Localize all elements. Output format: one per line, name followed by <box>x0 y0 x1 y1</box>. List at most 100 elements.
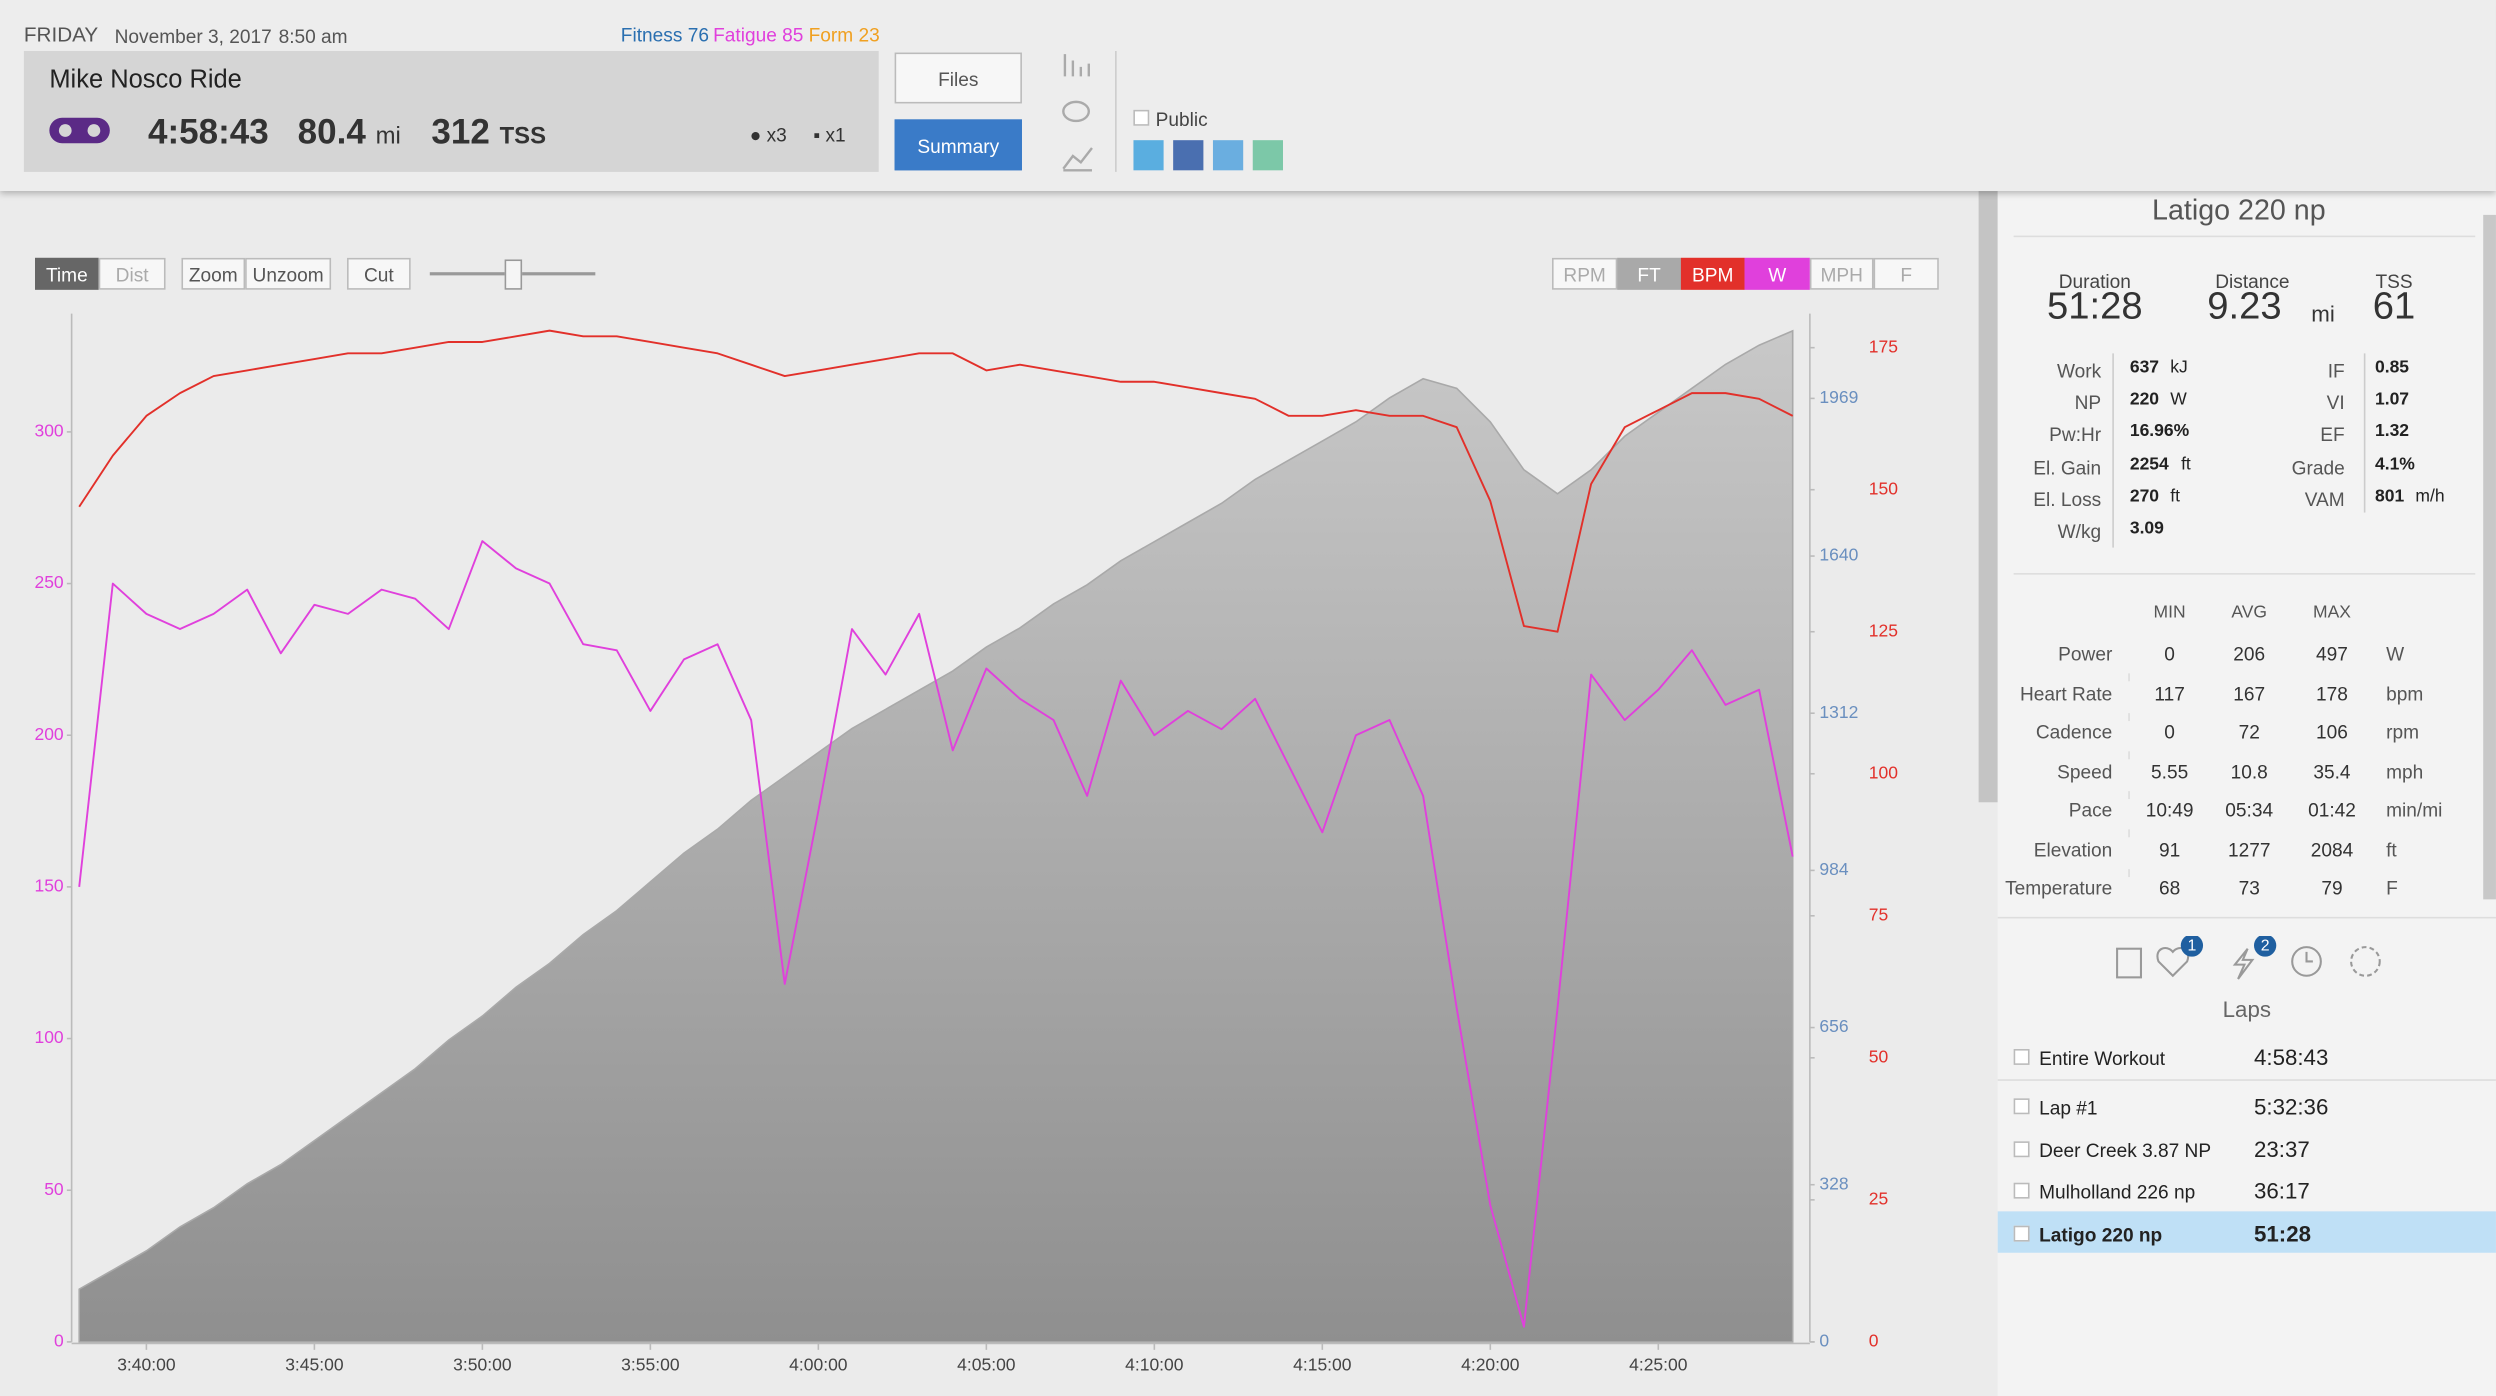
metric-label: IF <box>2327 359 2345 383</box>
metric-label: EF <box>2320 424 2345 447</box>
badge: 2 <box>2261 938 2270 955</box>
lap-checkbox[interactable] <box>2013 1098 2030 1115</box>
chart: 0501001502002503000328656984131216401969… <box>34 313 1898 1374</box>
lap-checkbox[interactable] <box>2013 1141 2030 1158</box>
distance-unit: mi <box>375 122 401 150</box>
lap-time[interactable]: 36:17 <box>2253 1177 2310 1204</box>
metric-value: 2254 <box>2129 454 2169 474</box>
fitness: Fitness 76 <box>621 24 709 46</box>
cut-button[interactable]: Cut <box>347 257 411 290</box>
share-icons[interactable] <box>1133 140 1284 172</box>
ride-title: Mike Nosco Ride <box>49 66 242 94</box>
rpm-button[interactable]: RPM <box>1552 257 1618 290</box>
metric-value: 3.09 <box>2129 518 2164 539</box>
range-label: Cadence <box>2035 721 2113 744</box>
range-unit: rpm <box>2386 721 2420 744</box>
metric-value: 1.07 <box>2374 390 2410 410</box>
mph-button[interactable]: MPH <box>1809 257 1874 290</box>
divider <box>2013 573 2476 575</box>
range-unit: bpm <box>2386 682 2424 705</box>
bpm-button[interactable]: BPM <box>1680 257 1745 290</box>
lap-name[interactable]: Lap #1 <box>2039 1096 2098 1120</box>
time: 8:50 am <box>278 25 348 48</box>
fatigue: Fatigue 85 <box>713 24 803 46</box>
row-divider <box>2128 868 2130 877</box>
public-checkbox[interactable] <box>1133 109 1150 126</box>
files-button[interactable]: Files <box>894 52 1022 104</box>
metric-label: NP <box>2074 391 2102 415</box>
divider <box>1997 916 2496 919</box>
x-tick-label: 3:50:00 <box>453 1354 512 1374</box>
lap-row[interactable] <box>1998 1168 2496 1209</box>
lap-checkbox[interactable] <box>2013 1182 2030 1199</box>
likes[interactable]: ● x3 <box>749 124 787 147</box>
laps-title: Laps <box>2222 996 2271 1022</box>
metric-value: 801 <box>2374 486 2405 506</box>
y-tick-label: 100 <box>1869 762 1898 782</box>
series-line <box>78 329 1794 633</box>
slider-handle[interactable] <box>504 259 523 290</box>
x-tick-label: 4:25:00 <box>1629 1354 1688 1374</box>
lap-time[interactable]: 5:32:36 <box>2253 1093 2329 1120</box>
form-value: 23 <box>858 23 880 47</box>
lap-row[interactable] <box>1998 1084 2496 1125</box>
time-button[interactable]: Time <box>35 257 99 290</box>
lap-time[interactable]: 4:58:43 <box>2253 1044 2329 1070</box>
summary-button[interactable]: Summary <box>894 119 1022 171</box>
range-unit: ft <box>2386 838 2397 861</box>
range-label: Speed <box>2057 760 2113 783</box>
likes-count: x3 <box>766 124 787 147</box>
lap-name[interactable]: Deer Creek 3.87 NP <box>2039 1139 2212 1163</box>
x-tick-label: 4:15:00 <box>1293 1354 1352 1374</box>
range-value: 178 <box>2316 682 2348 705</box>
ft-button[interactable]: FT <box>1617 257 1681 290</box>
x-tick-label: 4:20:00 <box>1461 1354 1520 1374</box>
y-tick-label: 125 <box>1869 620 1898 640</box>
lap-name[interactable]: Latigo 220 np <box>2039 1224 2163 1247</box>
f-button[interactable]: F <box>1873 257 1939 290</box>
summary-value: 61 <box>2372 284 2416 328</box>
badge: 1 <box>2187 938 2196 955</box>
summary-label: Distance <box>2215 270 2290 293</box>
lap-time[interactable]: 23:37 <box>2253 1136 2310 1163</box>
lap-row[interactable] <box>1998 1127 2496 1168</box>
range-unit: W <box>2386 643 2405 666</box>
scrollbar[interactable] <box>1978 191 1998 803</box>
lap-name[interactable]: Entire Workout <box>2039 1047 2166 1070</box>
metric-unit: kJ <box>2170 358 2188 378</box>
range-value: 0 <box>2164 721 2175 744</box>
fatigue-value: 85 <box>782 23 804 47</box>
w-button[interactable]: W <box>1744 257 1810 290</box>
lap-checkbox[interactable] <box>2013 1048 2030 1065</box>
row-divider <box>2128 712 2130 721</box>
lap-time[interactable]: 51:28 <box>2253 1220 2311 1247</box>
range-value: 05:34 <box>2225 799 2274 822</box>
metric-value: 220 <box>2129 390 2160 410</box>
metric-unit: ft <box>2181 454 2191 474</box>
y-tick-label: 175 <box>1869 336 1898 356</box>
dist-button[interactable]: Dist <box>98 257 166 290</box>
lap-row[interactable] <box>1998 1035 2496 1076</box>
y-tick-label: 328 <box>1819 1173 1848 1193</box>
range-value: 01:42 <box>2308 799 2356 822</box>
zoom-button[interactable]: Zoom <box>181 257 246 290</box>
column-header: MIN <box>2153 603 2186 623</box>
metric-unit: W <box>2170 390 2187 410</box>
summary-value: 51:28 <box>2047 284 2143 328</box>
row-divider <box>2128 751 2130 760</box>
x-tick-label: 4:05:00 <box>957 1354 1016 1374</box>
ride-box: Mike Nosco Ride 4:58:43 80.4 mi 312 TSS … <box>23 50 879 172</box>
range-value: 0 <box>2164 643 2175 666</box>
comments[interactable]: ▪ x1 <box>813 124 846 147</box>
range-value: 73 <box>2238 877 2260 900</box>
elevation-area <box>78 329 1794 1343</box>
lap-name[interactable]: Mulholland 226 np <box>2039 1181 2196 1204</box>
lap-checkbox[interactable] <box>2013 1225 2030 1242</box>
panel-scrollbar[interactable] <box>2483 214 2496 900</box>
lap-row[interactable] <box>1997 1211 2496 1253</box>
y-tick-label: 984 <box>1819 859 1848 879</box>
column-header: AVG <box>2231 603 2268 623</box>
tss-value: 312 <box>431 111 490 152</box>
unzoom-button[interactable]: Unzoom <box>245 257 332 290</box>
